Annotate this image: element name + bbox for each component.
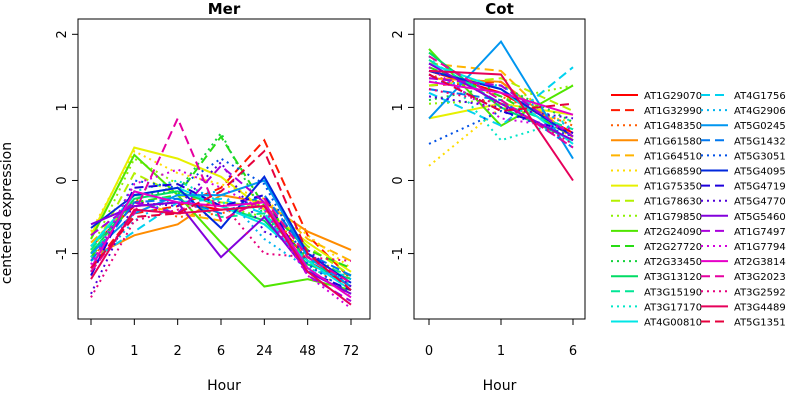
legend-label: AT1G61580 xyxy=(644,136,702,147)
legend-label: AT1G78630 xyxy=(644,197,702,208)
legend-label: AT4G00810 xyxy=(644,318,702,329)
legend-label: AT1G68590 xyxy=(644,167,702,178)
legend-label: AT2G24090 xyxy=(644,227,702,238)
legend-label: AT2G27720 xyxy=(644,242,702,253)
legend-label: AT5G5460 xyxy=(734,212,786,223)
series-line-at3g2023 xyxy=(90,115,352,284)
y-tick-label: 1 xyxy=(391,103,406,111)
legend-label: AT5G4719 xyxy=(734,182,786,193)
legend-label: AT4G2906 xyxy=(734,106,786,117)
legend-label: AT3G4489 xyxy=(734,302,786,313)
legend-label: AT1G75350 xyxy=(644,182,702,193)
y-axis-label: centered expression xyxy=(0,142,15,284)
panel-title: Mer xyxy=(208,0,241,18)
series-line-at3g2023 xyxy=(428,55,574,149)
legend-label: AT1G7497 xyxy=(734,227,786,238)
x-axis-label: Hour xyxy=(483,378,517,394)
legend-label: AT3G15190 xyxy=(644,287,702,298)
y-tick-label: 1 xyxy=(55,103,70,111)
series-line-at1g32990 xyxy=(90,138,352,280)
x-tick-label: 72 xyxy=(343,344,360,359)
series-line-at2g27720 xyxy=(90,134,352,270)
legend-label: AT3G17170 xyxy=(644,302,702,313)
series-line-at5g1351 xyxy=(428,73,574,113)
y-tick-label: 2 xyxy=(55,30,70,38)
series-line-at1g78630 xyxy=(90,171,352,277)
legend-label: AT5G1432 xyxy=(734,136,786,147)
legend-label: AT5G4095 xyxy=(734,167,786,178)
legend-label: AT5G0245 xyxy=(734,121,786,132)
series-line-at2g27720 xyxy=(428,66,574,138)
x-tick-label: 0 xyxy=(425,344,433,359)
legend-label: AT2G3814 xyxy=(734,257,786,268)
x-tick-label: 48 xyxy=(299,344,316,359)
legend-label: AT1G48350 xyxy=(644,121,702,132)
series-line-at2g24090 xyxy=(90,153,352,292)
y-tick-label: -1 xyxy=(391,247,406,260)
cot-panel: Cot -1 0 1 2 0 1 6 Hour xyxy=(391,0,586,394)
legend-label: AT1G29070 xyxy=(644,91,702,102)
series-line-at5g4719 xyxy=(428,73,574,134)
legend-label: AT4G1756 xyxy=(734,91,786,102)
legend-label: AT1G32990 xyxy=(644,106,702,117)
x-tick-label: 6 xyxy=(569,344,577,359)
series-line-at1g75350 xyxy=(90,146,352,273)
x-tick-label: 6 xyxy=(217,344,225,359)
y-tick-label: 2 xyxy=(391,30,406,38)
plot-frame xyxy=(77,18,371,320)
x-tick-label: 0 xyxy=(87,344,95,359)
y-tick-label: 0 xyxy=(391,176,406,184)
y-tick-label: 0 xyxy=(55,176,70,184)
x-axis-label: Hour xyxy=(207,378,241,394)
series-line-at1g64510 xyxy=(428,62,574,142)
series-line-at1g7794 xyxy=(90,168,352,310)
legend-label: AT5G4770 xyxy=(734,197,786,208)
legend-label: AT5G3051 xyxy=(734,151,786,162)
series-line-at1g68590 xyxy=(428,106,574,167)
panel-title: Cot xyxy=(485,0,513,18)
series-line-at3g4489 xyxy=(90,205,352,306)
series-line-at4g1756 xyxy=(428,66,574,127)
mer-panel: Mer -1 0 1 2 0 1 2 6 24 48 72 Hour xyxy=(55,0,371,394)
legend-label: AT1G7794 xyxy=(734,242,786,253)
series-line-at5g3051 xyxy=(428,109,574,145)
plot-frame xyxy=(413,18,586,320)
series-line-at1g68590 xyxy=(90,149,352,269)
x-tick-label: 2 xyxy=(174,344,182,359)
x-tick-label: 1 xyxy=(497,344,505,359)
y-tick-label: -1 xyxy=(55,247,70,260)
legend-label: AT1G64510 xyxy=(644,151,702,162)
legend-label: AT3G2592 xyxy=(734,287,786,298)
legend-label: AT5G1351 xyxy=(734,318,786,329)
series-line-at3g2592 xyxy=(428,88,574,145)
x-tick-label: 1 xyxy=(130,344,138,359)
series-line-at3g17170 xyxy=(428,55,574,142)
series-line-at2g3814 xyxy=(428,80,574,116)
x-tick-label: 24 xyxy=(256,344,273,359)
legend-label: AT3G13120 xyxy=(644,272,702,283)
series-line-at1g78630 xyxy=(428,77,574,112)
series-line-at1g7497 xyxy=(428,77,574,138)
series-line-at2g3814 xyxy=(90,190,352,299)
legend: AT1G29070 AT1G32990 AT1G48350 AT1G61580 AT1G… xyxy=(611,91,786,329)
legend-label: AT1G79850 xyxy=(644,212,702,223)
series-line-at5g4770 xyxy=(428,95,574,120)
legend-label: AT3G2023 xyxy=(734,272,786,283)
legend-label: AT2G33450 xyxy=(644,257,702,268)
series-line-at5g1351 xyxy=(90,149,352,291)
series-line-at1g48350 xyxy=(428,73,574,127)
series-line-at3g4489 xyxy=(428,69,574,182)
